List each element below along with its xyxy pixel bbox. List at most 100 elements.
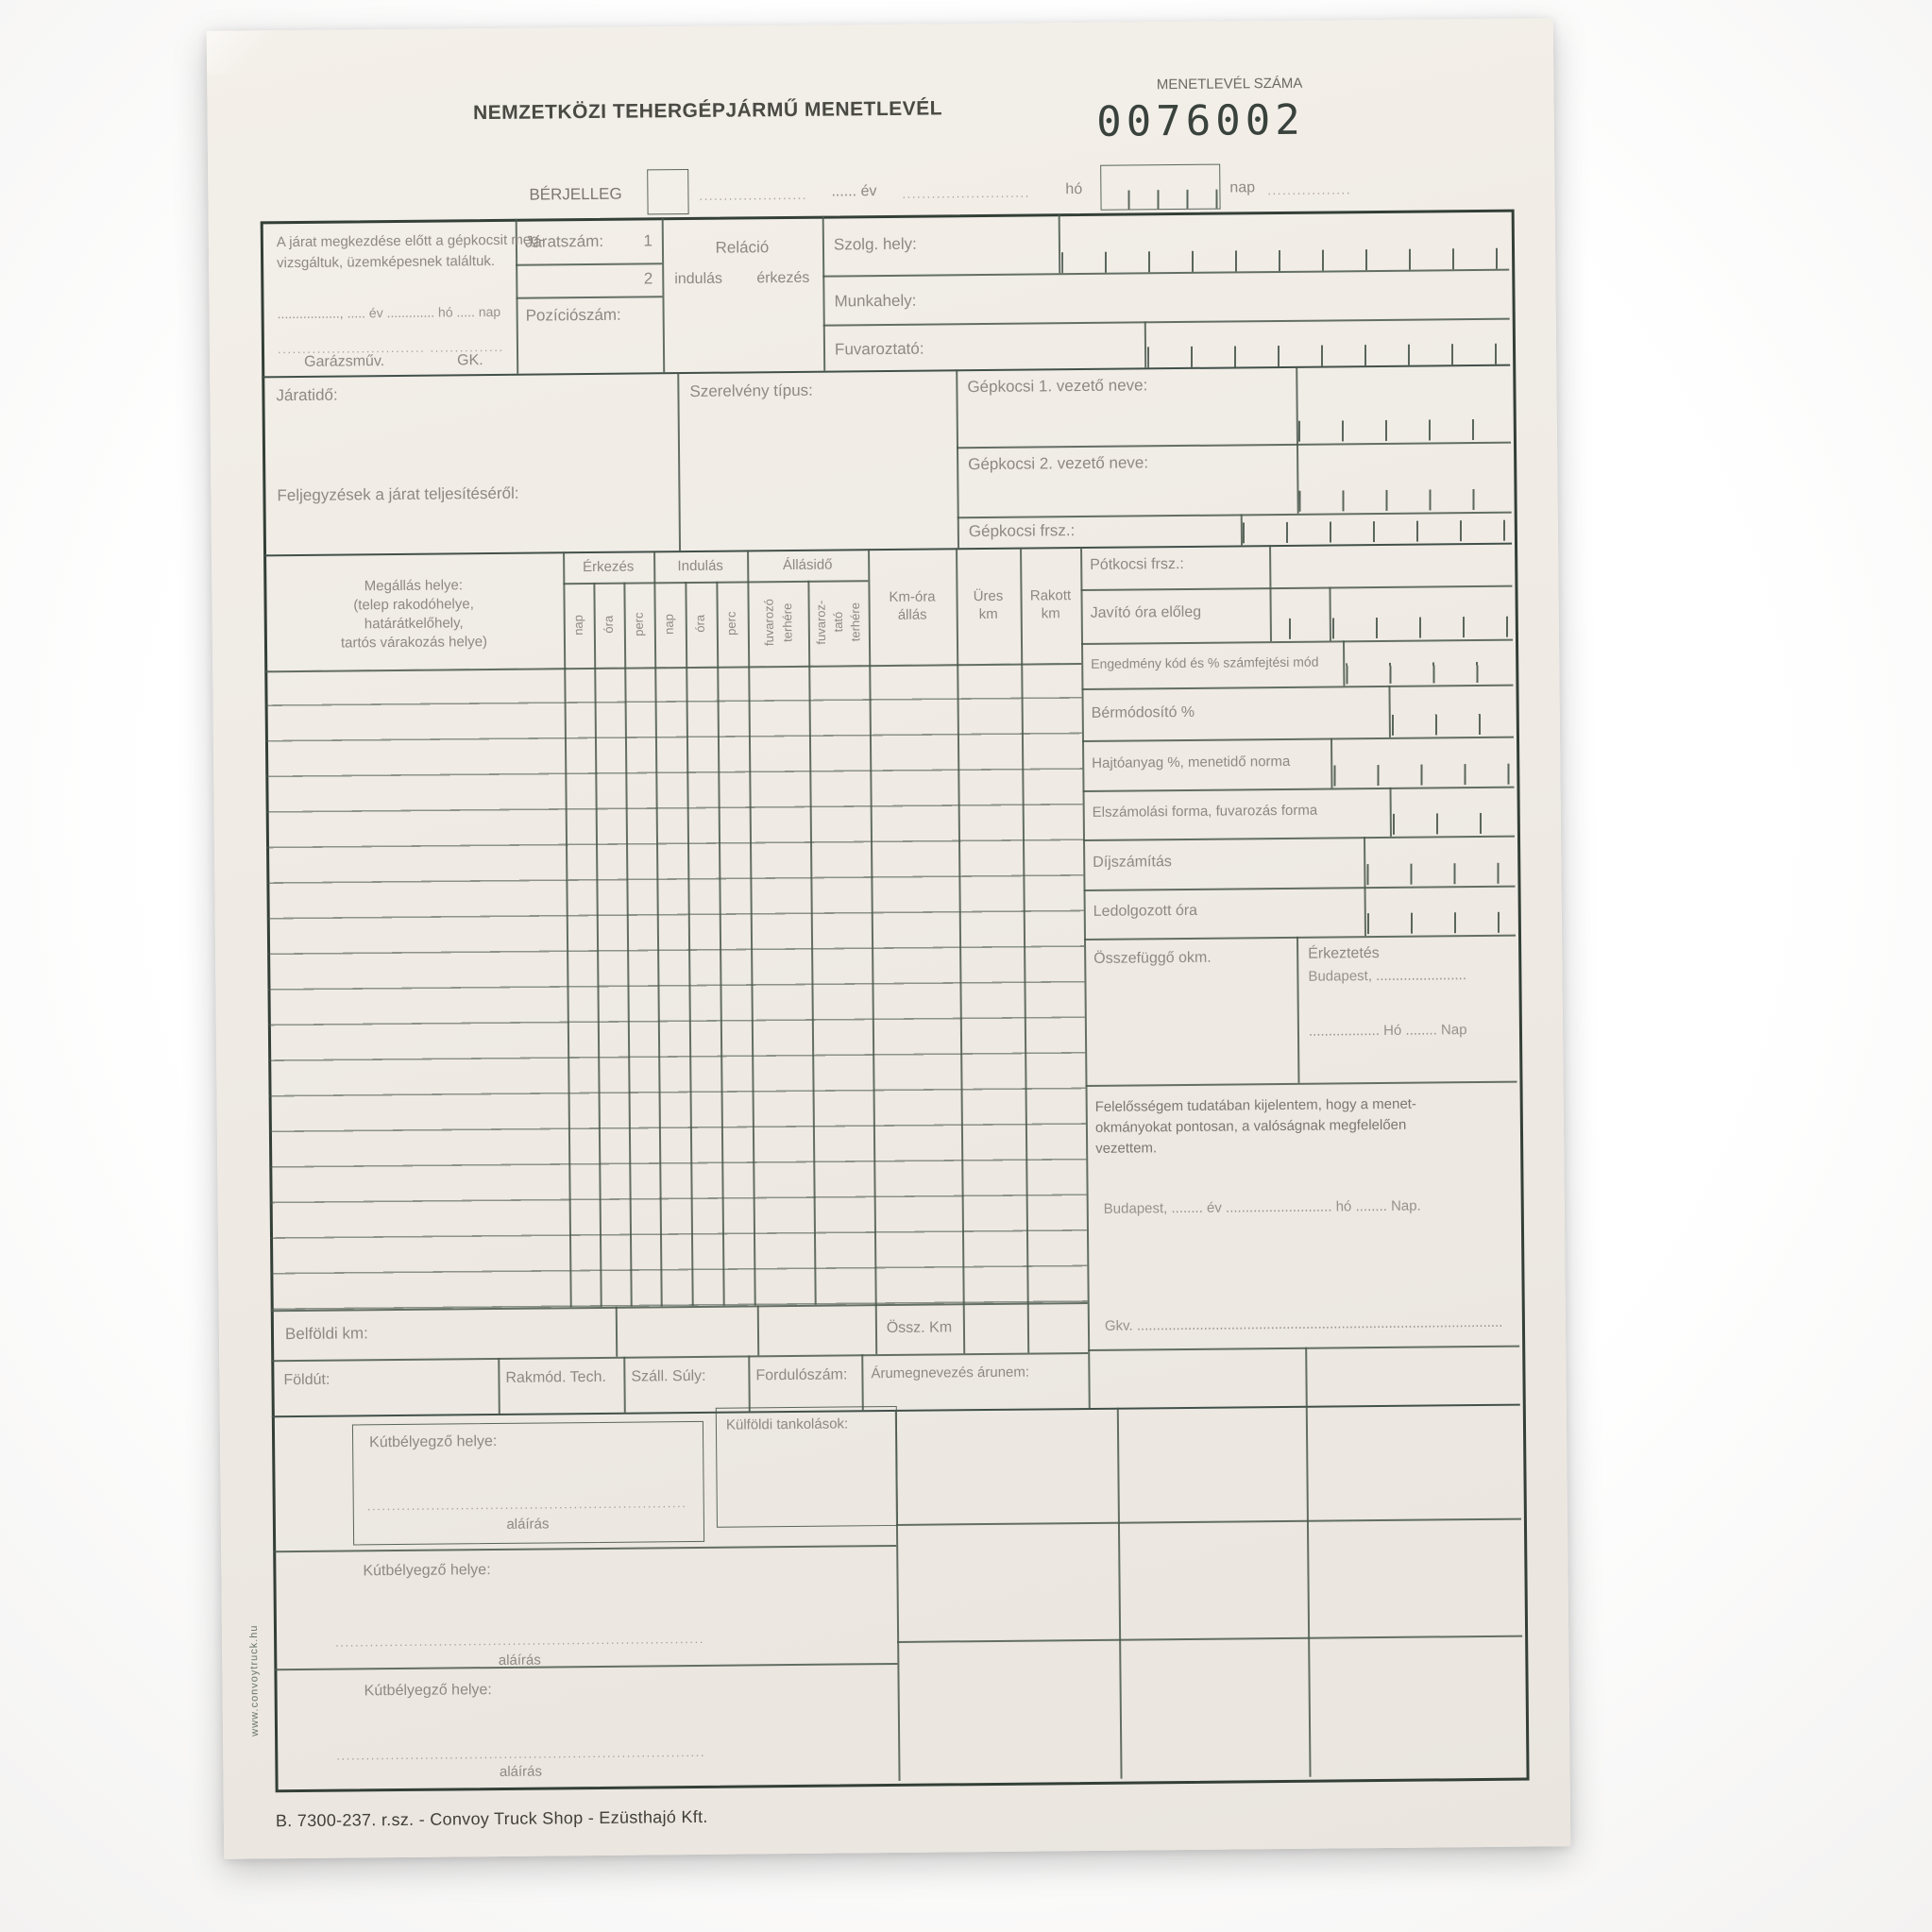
alairas-label-3: aláírás xyxy=(499,1763,543,1780)
berjelleg-nap: nap xyxy=(1229,179,1256,196)
kutbelyegzo-label-3: Kútbélyegző helye: xyxy=(364,1682,492,1700)
gepkocsi2-label: Gépkocsi 2. vezető neve: xyxy=(968,453,1149,474)
website-text: www.convoytruck.hu xyxy=(247,1624,262,1737)
gepkocsi-frsz-ticks xyxy=(1242,519,1512,544)
ledolgozott-ticks xyxy=(1366,911,1516,935)
feljegyzesek-label: Feljegyzések a járat teljesítéséről: xyxy=(277,483,519,505)
bermodosito-ticks xyxy=(1391,713,1514,736)
hajtoanyag-label: Hajtóanyag %, menetidő norma xyxy=(1092,753,1291,771)
empty-km-header: Üres km xyxy=(973,587,1004,622)
odometer-header: Km-óra állás xyxy=(889,588,936,623)
arumegnevezes-label: Árumegnevezés árunem: xyxy=(871,1364,1030,1382)
kulfoldi-label: Külföldi tankolások: xyxy=(725,1415,849,1433)
bermodosito-label: Bérmódosító % xyxy=(1091,703,1195,721)
declaration-budapest-line: Budapest, ........ év ..................… xyxy=(1103,1197,1421,1217)
berjelleg-dots-3: ................. xyxy=(1267,182,1352,198)
inspection-line2: vizsgáltuk, üzemképesnek találtuk. xyxy=(277,252,496,272)
declaration-line3: vezettem. xyxy=(1095,1140,1158,1157)
kutbelyegzo-label-1: Kútbélyegző helye: xyxy=(369,1433,498,1451)
belfoldi-km-label: Belföldi km: xyxy=(284,1324,368,1344)
gepkocsi2-ticks xyxy=(1298,488,1512,512)
arrival-header: Érkezés xyxy=(583,558,635,575)
berjelleg-ev: ...... év xyxy=(831,183,877,200)
berjelleg-ho: hó xyxy=(1065,180,1083,198)
gk-label: GK. xyxy=(457,352,483,369)
rakmod-label: Rakmód. Tech. xyxy=(505,1368,606,1386)
elszamolasi-label: Elszámolási forma, fuvarozás forma xyxy=(1092,802,1318,821)
dijszamitas-ticks xyxy=(1366,862,1516,886)
relacio-label: Reláció xyxy=(715,238,770,257)
declaration-line1: Felelősségem tudatában kijelentem, hogy … xyxy=(1094,1095,1416,1115)
vertical-text: nap xyxy=(662,613,677,635)
gepkocsi-frsz-label: Gépkocsi frsz.: xyxy=(968,521,1076,541)
departure-hour-header: óra xyxy=(685,584,717,664)
website-vertical: www.convoytruck.hu xyxy=(246,1569,263,1791)
ledolgozott-label: Ledolgozott óra xyxy=(1093,902,1198,920)
berjelleg-dots-2: .......................... xyxy=(902,185,1031,201)
javito-label: Javító óra előleg xyxy=(1090,603,1202,621)
berjelleg-box xyxy=(647,168,689,215)
arrival-hour-header: óra xyxy=(593,585,624,665)
serial-label: MENETLEVÉL SZÁMA xyxy=(1156,75,1303,93)
ossz-km-label: Össz. Km xyxy=(886,1319,953,1337)
engedmeny-ticks xyxy=(1346,661,1514,685)
elszamolasi-ticks xyxy=(1392,812,1515,835)
inspection-line1: A járat megkezdése előtt a gépkocsit meg… xyxy=(276,231,544,251)
jaratszam-1: 1 xyxy=(643,231,652,250)
garazsmuv-label: Garázsműv. xyxy=(304,353,385,370)
osszefuggo-label: Összefüggő okm. xyxy=(1093,949,1212,967)
erkezes-label: érkezés xyxy=(756,269,810,287)
jaratszam-2: 2 xyxy=(643,269,653,288)
inspection-date-line: ................., ..... év ............… xyxy=(277,303,501,322)
serial-number: 0076002 xyxy=(1096,95,1305,146)
fuvaroztato-ticks xyxy=(1146,343,1511,368)
departure-minute-header: perc xyxy=(716,583,748,663)
arrival-day-header: nap xyxy=(563,585,594,665)
szolg-hely-ticks xyxy=(1061,247,1510,274)
szerelveny-label: Szerelvény típus: xyxy=(689,381,813,400)
alairas-label-2: aláírás xyxy=(498,1652,541,1669)
stops-place-header: Megállás helye: (telep rakodóhelye, hatá… xyxy=(340,576,488,652)
paper-form: MENETLEVÉL SZÁMA 0076002 NEMZETKÖZI TEHE… xyxy=(206,18,1571,1859)
vertical-text: óra xyxy=(693,614,708,633)
foldut-label: Földút: xyxy=(283,1371,330,1389)
jaratido-label: Járatidő: xyxy=(276,385,338,405)
berjelleg-label: BÉRJELLEG xyxy=(529,184,622,204)
gepkocsi1-ticks xyxy=(1297,418,1511,442)
szolg-hely-label: Szolg. hely: xyxy=(833,234,917,254)
munkahely-label: Munkahely: xyxy=(834,291,917,311)
vertical-text: fuvaroz- tató terhére xyxy=(813,600,863,645)
loaded-km-header: Rakott km xyxy=(1029,586,1072,621)
arrival-minute-header: perc xyxy=(623,584,654,664)
alairas-label-1: aláírás xyxy=(506,1516,550,1533)
vertical-text: perc xyxy=(724,611,739,636)
vertical-text: fuvarozó terhére xyxy=(761,599,794,647)
erkeztetes-label: Érkeztetés xyxy=(1308,945,1380,962)
shipper-expense-header: fuvaroz- tató terhére xyxy=(807,580,869,664)
indulas-label: indulás xyxy=(674,270,723,288)
departure-header: Indulás xyxy=(677,557,723,574)
declaration-line2: okmányokat pontosan, a valóságnak megfel… xyxy=(1094,1116,1407,1136)
kutbelyegzo-label-2: Kútbélyegző helye: xyxy=(363,1562,491,1580)
pozicioszam-label: Pozíciószám: xyxy=(525,305,621,325)
javito-ticks xyxy=(1288,616,1513,639)
berjelleg-day-box xyxy=(1100,163,1221,211)
form-title: NEMZETKÖZI TEHERGÉPJÁRMŰ MENETLEVÉL xyxy=(472,97,943,125)
standing-time-header: Állásidő xyxy=(782,556,833,573)
vertical-text: nap xyxy=(570,614,585,636)
stops-empty-rows xyxy=(264,663,1088,1311)
fuvaroztato-label: Fuvaroztató: xyxy=(834,339,924,359)
carrier-expense-header: fuvarozó terhére xyxy=(747,581,808,665)
berjelleg-day-ticks xyxy=(1127,189,1218,210)
berjelleg-dots-1: ...................... xyxy=(699,187,808,203)
vertical-text: óra xyxy=(601,615,616,634)
departure-day-header: nap xyxy=(653,584,686,664)
hajtoanyag-ticks xyxy=(1333,763,1515,787)
erkeztetes-ho-nap-line: .................. Hó ........ Nap xyxy=(1308,1022,1467,1040)
jaratszam-label: Járatszám: xyxy=(524,231,604,251)
engedmeny-label: Engedmény kód és % számfejtési mód xyxy=(1091,653,1319,671)
potkocsi-label: Pótkocsi frsz.: xyxy=(1090,555,1184,573)
dijszamitas-label: Díjszámítás xyxy=(1093,854,1172,871)
erkeztetes-budapest-line: Budapest, ....................... xyxy=(1308,967,1467,985)
szall-suly-label: Száll. Súly: xyxy=(631,1367,706,1385)
